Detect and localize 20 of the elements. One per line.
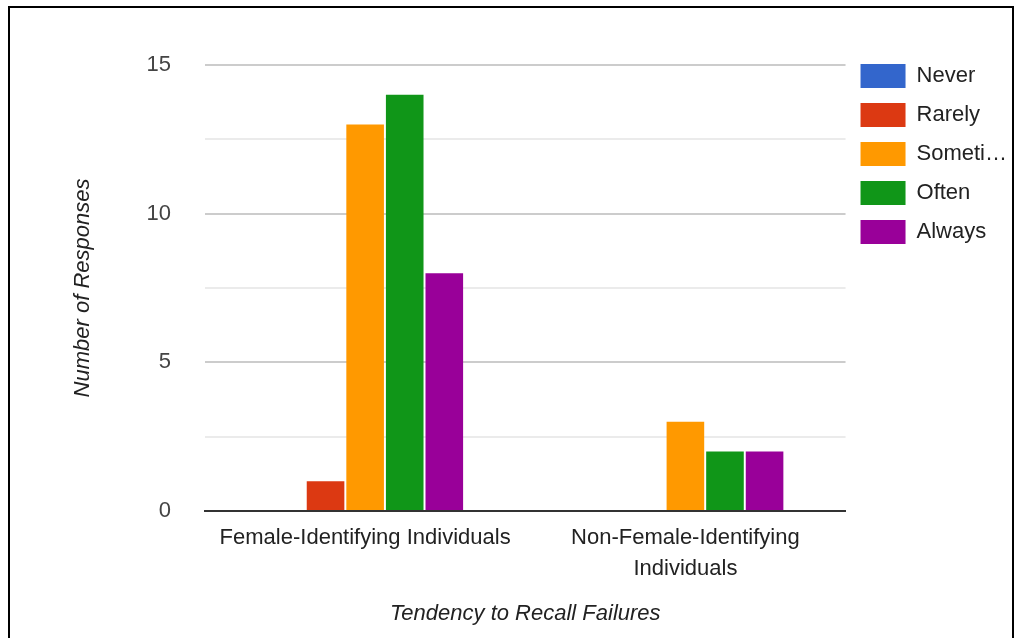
bar bbox=[425, 273, 464, 510]
bar bbox=[706, 451, 744, 510]
bar bbox=[306, 481, 345, 510]
legend-label: Rarely bbox=[916, 101, 981, 127]
bar bbox=[385, 94, 424, 510]
legend-label: Never bbox=[916, 62, 976, 88]
legend-label: Someti… bbox=[916, 140, 1008, 166]
y-tick-label: 10 bbox=[146, 199, 171, 225]
legend-label: Always bbox=[916, 218, 987, 244]
y-tick-label: 15 bbox=[146, 51, 171, 77]
y-tick-label: 5 bbox=[158, 348, 171, 374]
legend-label: Often bbox=[916, 179, 971, 205]
y-axis-title: Number of Responses bbox=[69, 178, 95, 398]
x-tick-label: Non-Female-Identifying Individuals bbox=[571, 524, 800, 581]
x-tick-label: Female-Identifying Individuals bbox=[219, 524, 511, 550]
bar bbox=[745, 451, 784, 510]
bar bbox=[666, 421, 705, 510]
y-tick-label: 0 bbox=[158, 497, 171, 523]
bar bbox=[346, 124, 384, 510]
x-axis-title: Tendency to Recall Failures bbox=[389, 599, 661, 625]
